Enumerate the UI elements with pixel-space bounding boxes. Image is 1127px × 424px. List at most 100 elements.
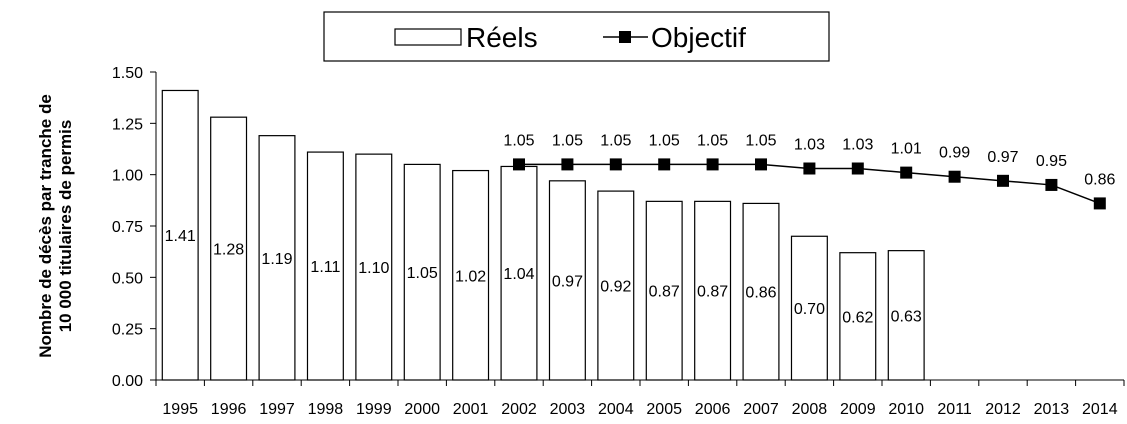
bar-reels: [355, 153, 393, 381]
bar-data-label: 0.97: [552, 273, 583, 290]
y-axis-title: Nombre de décès par tranche de 10 000 ti…: [36, 94, 75, 358]
y-axis-title-line-2: 10 000 titulaires de permis: [56, 120, 75, 333]
bar-data-label: 0.92: [600, 279, 631, 296]
objectif-marker: [948, 170, 961, 183]
bar-reels: [790, 235, 828, 381]
bar-data-label: 1.19: [261, 251, 292, 268]
x-tick-label: 2002: [501, 401, 537, 418]
bar-reels: [258, 135, 296, 381]
bar-data-label: 1.41: [165, 228, 196, 245]
bar-reels: [548, 180, 586, 381]
y-tick-label: 0.75: [112, 219, 143, 236]
objectif-data-label: 1.05: [745, 132, 776, 149]
bar-labels: 1.41 1.28 1.19 1.11 1.10 1.05 1.02 1.04 0.97 0.92…: [165, 228, 922, 326]
objectif-marker: [755, 158, 767, 171]
bars: [161, 89, 925, 381]
x-tick-labels: 1995 1996 1997 1998 1999 2000 2001 2002 2003 2004…: [162, 401, 1117, 418]
legend-label-objectif: Objectif: [651, 22, 746, 53]
bar-data-label: 1.04: [503, 266, 534, 283]
bar-data-label: 1.28: [213, 242, 244, 259]
objectif-data-label: 0.86: [1084, 171, 1115, 188]
objectif-marker: [803, 162, 816, 175]
bar-reels: [597, 190, 635, 381]
x-tick-label: 1998: [308, 401, 344, 418]
objectif-data-label: 0.97: [987, 149, 1018, 166]
x-tick-label: 2005: [646, 401, 682, 418]
bar-data-label: 1.02: [455, 268, 486, 285]
bar-reels: [306, 151, 344, 381]
x-tick-label: 2012: [985, 401, 1021, 418]
y-tick-label: 0.00: [112, 373, 143, 390]
x-tick-label: 2014: [1082, 401, 1118, 418]
objectif-data-label: 1.03: [794, 137, 825, 154]
bar-data-label: 0.63: [891, 308, 922, 325]
objectif-data-label: 1.05: [600, 132, 631, 149]
x-tick-label: 2007: [743, 401, 779, 418]
bar-reels: [500, 165, 538, 381]
x-tick-label: 2006: [695, 401, 731, 418]
legend: Réels Objectif: [323, 11, 830, 62]
x-tick-label: 2008: [792, 401, 828, 418]
x-tick-label: 2001: [453, 401, 489, 418]
bar-data-label: 0.86: [745, 285, 776, 302]
objectif-marker: [513, 158, 525, 171]
bar-reels: [887, 250, 925, 381]
bar-data-label: 0.87: [697, 284, 728, 301]
x-tick-label: 2011: [937, 401, 972, 418]
objectif-marker: [997, 174, 1009, 187]
objectif-marker: [1093, 197, 1106, 210]
axes: [150, 71, 1125, 386]
y-tick-label: 0.25: [112, 322, 143, 339]
legend-swatch-reels: [394, 28, 462, 46]
bar-reels: [452, 169, 490, 381]
bar-data-label: 0.87: [649, 284, 680, 301]
bar-data-label: 1.11: [310, 259, 340, 276]
objectif-data-label: 1.03: [842, 137, 873, 154]
objectif-data-label: 1.05: [697, 132, 728, 149]
x-tick-label: 1997: [259, 401, 295, 418]
y-axis-title-line-1: Nombre de décès par tranche de: [36, 94, 55, 358]
y-tick-label: 1.00: [112, 168, 143, 185]
x-tick-label: 2009: [840, 401, 876, 418]
x-tick-label: 2000: [404, 401, 440, 418]
y-tick-label: 1.50: [112, 65, 143, 82]
objectif-marker: [561, 158, 574, 171]
x-tick-label: 1996: [211, 401, 247, 418]
y-tick-labels: 0.00 0.25 0.50 0.75 1.00 1.25 1.50: [112, 65, 143, 390]
objectif-data-label: 0.95: [1036, 153, 1067, 170]
bar-reels: [742, 202, 780, 381]
bar-reels: [694, 200, 732, 381]
x-tick-label: 2003: [550, 401, 586, 418]
bar-reels: [403, 163, 441, 381]
objectif-data-label: 1.05: [503, 132, 534, 149]
bar-data-label: 0.70: [794, 301, 825, 318]
bar-data-label: 0.62: [842, 309, 873, 326]
objectif-data-label: 1.05: [552, 132, 583, 149]
x-tick-label: 1995: [162, 401, 198, 418]
objectif-data-label: 1.01: [891, 141, 922, 158]
objectif-series: 1.05 1.05 1.05 1.05 1.05 1.05 1.03 1.03 1.01 0.99…: [503, 132, 1115, 210]
legend-swatch-objectif-marker: [619, 31, 631, 43]
y-tick-label: 1.25: [112, 116, 143, 133]
bar-reels: [839, 252, 877, 381]
x-tick-label: 2010: [888, 401, 924, 418]
bar-reels: [210, 116, 248, 381]
bar-reels: [645, 200, 683, 381]
bar-data-label: 1.10: [358, 260, 389, 277]
bar-data-label: 1.05: [407, 265, 438, 282]
objectif-data-label: 0.99: [939, 145, 970, 162]
legend-label-reels: Réels: [466, 22, 538, 53]
x-tick-label: 1999: [356, 401, 392, 418]
objectif-marker: [1045, 178, 1058, 191]
objectif-marker: [609, 158, 622, 171]
objectif-marker: [900, 166, 913, 179]
objectif-marker: [706, 158, 719, 171]
objectif-marker: [851, 162, 864, 175]
objectif-marker: [658, 158, 671, 171]
bar-reels: [161, 89, 199, 381]
y-tick-label: 0.50: [112, 270, 143, 287]
x-tick-label: 2004: [598, 401, 634, 418]
objectif-data-label: 1.05: [649, 132, 680, 149]
x-tick-label: 2013: [1034, 401, 1070, 418]
